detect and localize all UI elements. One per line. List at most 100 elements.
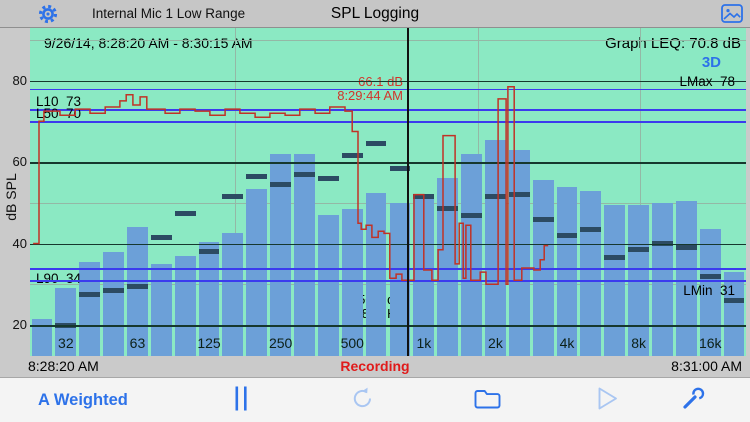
cursor-line[interactable] [407, 28, 409, 356]
spectrum-bar-400[interactable] [317, 215, 339, 356]
reset-icon [349, 385, 376, 417]
freq-label-125: 125 [197, 335, 221, 351]
recording-status: Recording [340, 358, 410, 374]
spectrum-bar-1k[interactable] [413, 198, 435, 356]
page-title: SPL Logging [330, 5, 420, 22]
toolbar: A Weighted [0, 377, 750, 422]
peak-mark-125 [198, 249, 220, 255]
peak-mark-160 [222, 194, 244, 200]
spectrum-bar-31.5[interactable] [55, 288, 77, 356]
gridline-minor-90 [30, 39, 746, 41]
peak-mark-500 [341, 153, 363, 159]
spectrum-bar-40[interactable] [79, 261, 101, 356]
photo-icon [721, 4, 743, 27]
spectrum-bar-2k[interactable] [485, 139, 506, 356]
peak-mark-2k [485, 194, 506, 200]
freq-label-16k: 16k [698, 335, 722, 351]
nav-bar: Internal Mic 1 Low Range SPL Logging [0, 0, 750, 28]
stat-label-lmax: LMax 78 [679, 73, 735, 89]
time-axis-strip: 8:28:20 AM Recording 8:31:00 AM [0, 356, 750, 377]
stat-line-lmin [30, 280, 746, 282]
stat-line-l50 [30, 121, 746, 123]
spectrum-bar-16k[interactable] [699, 229, 721, 356]
peak-mark-63 [127, 283, 148, 289]
gridline-minor-50 [30, 202, 746, 204]
spectrum-bar-12.5k[interactable] [675, 200, 697, 356]
spectrum-bar-80[interactable] [150, 263, 172, 356]
reset-button[interactable] [349, 378, 376, 422]
y-tick-80: 80 [12, 72, 27, 88]
peak-mark-250 [270, 182, 292, 187]
freq-label-250: 250 [268, 335, 293, 351]
spl-chart-plot[interactable]: 9/26/14, 8:28:20 AM - 8:30:15 AM Graph L… [30, 28, 746, 356]
time-axis-start: 8:28:20 AM [28, 358, 99, 374]
time-axis-end: 8:31:00 AM [671, 358, 742, 374]
wrench-icon [680, 385, 707, 417]
folder-icon [473, 387, 502, 415]
spectrum-bar-500[interactable] [341, 208, 363, 356]
pause-icon [233, 385, 249, 417]
mic-source-label[interactable]: Internal Mic 1 Low Range [92, 6, 246, 21]
play-icon [595, 385, 620, 417]
spectrum-bar-4k[interactable] [556, 186, 578, 356]
gridline-major-40 [30, 243, 746, 245]
peak-mark-4k [556, 232, 578, 238]
freq-label-2k: 2k [488, 335, 503, 351]
recording-date-range: 9/26/14, 8:28:20 AM - 8:30:15 AM [44, 35, 253, 51]
graph-leq-readout: Graph LEQ: 70.8 dB [605, 35, 741, 52]
spectrum-bar-630[interactable] [365, 192, 387, 356]
freq-label-32: 32 [58, 335, 74, 351]
peak-mark-80 [150, 234, 172, 240]
y-tick-20: 20 [12, 317, 27, 332]
y-tick-60: 60 [12, 154, 27, 170]
freq-label-1k: 1k [416, 335, 432, 351]
peak-mark-100 [174, 210, 196, 216]
gridline-major-60 [30, 162, 746, 164]
play-button[interactable] [595, 378, 620, 422]
stat-line-l10 [30, 109, 746, 111]
freq-label-500: 500 [340, 335, 364, 351]
time-gridline [640, 28, 642, 356]
peak-mark-315 [294, 171, 315, 177]
stat-line-lmax [30, 88, 746, 91]
snapshot-button[interactable] [721, 4, 743, 23]
peak-mark-630 [365, 141, 387, 147]
tools-button[interactable] [680, 378, 707, 422]
peak-mark-6.3k [604, 255, 626, 261]
view-3d-toggle[interactable]: 3D [701, 54, 721, 71]
freq-label-4k: 4k [559, 335, 575, 351]
peak-mark-5k [580, 226, 602, 232]
peak-mark-1.6k [461, 212, 482, 218]
gridline-major-80 [30, 80, 746, 83]
stat-label-l50: L50 70 [36, 106, 82, 122]
pause-button[interactable] [228, 378, 254, 422]
peak-mark-400 [317, 175, 339, 181]
peak-mark-20k [723, 298, 745, 304]
peak-mark-1.25k [437, 206, 459, 212]
settings-button[interactable] [37, 3, 59, 25]
gridline-major-20 [30, 325, 746, 327]
peak-mark-50 [103, 287, 124, 293]
peak-mark-8k [628, 247, 650, 253]
spectrum-bar-100[interactable] [174, 255, 196, 356]
spectrum-bar-160[interactable] [222, 233, 244, 356]
peak-mark-1k [413, 194, 435, 200]
spectrum-bar-20k[interactable] [723, 272, 745, 356]
cursor-trace-time: 8:29:44 AM [337, 88, 403, 103]
gear-icon [37, 4, 59, 29]
weighting-button[interactable]: A Weighted [38, 391, 128, 409]
stat-line-l90 [30, 268, 746, 270]
peak-mark-200 [246, 173, 268, 179]
freq-label-8k: 8k [631, 335, 647, 351]
spectrum-bar-5k[interactable] [580, 190, 602, 356]
peak-mark-2.5k [508, 192, 530, 198]
y-tick-40: 40 [12, 235, 27, 251]
files-button[interactable] [473, 378, 502, 422]
peak-mark-3.15k [532, 216, 554, 222]
peak-mark-12.5k [675, 245, 697, 251]
peak-mark-40 [79, 292, 101, 297]
spectrum-bar-200[interactable] [246, 188, 268, 356]
spectrum-bar-25[interactable] [31, 318, 53, 356]
stat-label-lmin: LMin 31 [683, 283, 735, 299]
